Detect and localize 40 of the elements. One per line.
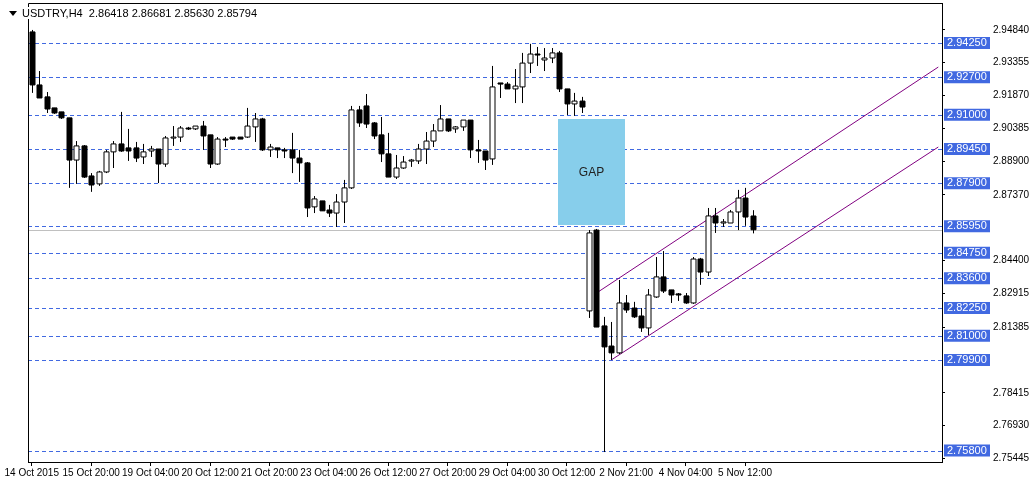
ref-line-label: 2.79900 [947, 352, 987, 365]
ref-line-label: 2.82250 [947, 301, 987, 314]
ref-line-label: 2.75800 [947, 443, 987, 456]
y-tick-label: 2.93355 [993, 56, 1030, 68]
ref-line-label: 2.85950 [947, 219, 987, 232]
y-tick-label: 2.82915 [993, 287, 1030, 299]
x-tick-label: 20 Oct 12:00 [181, 466, 240, 478]
y-tick-label: 2.88900 [993, 154, 1030, 166]
x-tick-label: 26 Oct 12:00 [359, 466, 418, 478]
y-tick-label: 2.87370 [993, 188, 1030, 200]
y-tick-label: 2.78415 [993, 386, 1030, 398]
y-tick-label: 2.76930 [993, 419, 1030, 431]
y-tick-label: 2.90385 [993, 122, 1030, 134]
y-tick-label: 2.75445 [993, 452, 1030, 464]
ref-line-label: 2.89450 [947, 142, 987, 155]
annotation: GAP [578, 165, 605, 179]
shaded-box: GAP [558, 119, 625, 225]
y-tick-label: 2.91870 [993, 89, 1030, 101]
ref-line-label: 2.84750 [947, 245, 987, 258]
y-tick-label: 2.94840 [993, 23, 1030, 35]
x-tick-label: 2 Nov 21:00 [599, 466, 654, 478]
x-tick-label: 19 Oct 04:00 [121, 466, 180, 478]
chart-title: USDTRY,H4 2.86418 2.86681 2.85630 2.85794 [20, 7, 260, 19]
y-tick-label: 2.81385 [993, 320, 1030, 332]
x-tick-label: 15 Oct 20:00 [62, 466, 121, 478]
ref-line-label: 2.91000 [947, 107, 987, 120]
x-tick-label: 23 Oct 04:00 [300, 466, 359, 478]
ref-line-label: 2.83600 [947, 271, 987, 284]
y-tick-label: 2.84400 [993, 254, 1030, 266]
x-tick-label: 29 Oct 04:00 [478, 466, 537, 478]
ref-line-label: 2.94250 [947, 36, 987, 49]
x-tick-label: 4 Nov 04:00 [658, 466, 714, 478]
x-tick-label: 27 Oct 20:00 [419, 466, 477, 478]
x-tick-label: 14 Oct 2015 [4, 466, 60, 478]
x-tick-label: 5 Nov 12:00 [718, 466, 773, 478]
ref-line-label: 2.87900 [947, 176, 987, 189]
ref-line-label: 2.81000 [947, 328, 987, 341]
x-tick-label: 30 Oct 12:00 [538, 466, 596, 478]
ref-line-label: 2.92700 [947, 70, 987, 83]
x-tick-label: 21 Oct 20:00 [240, 466, 299, 478]
